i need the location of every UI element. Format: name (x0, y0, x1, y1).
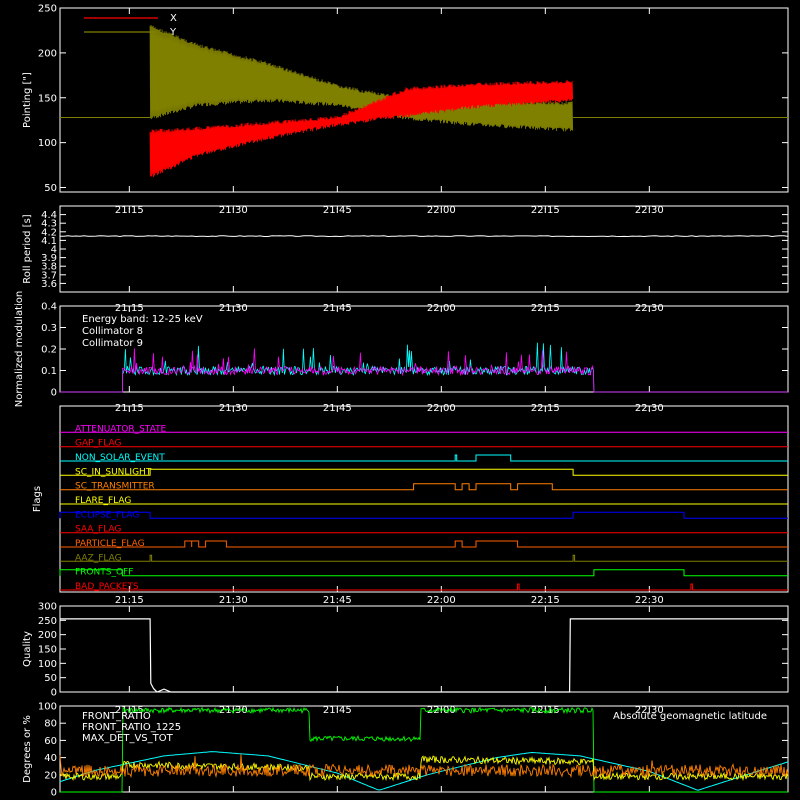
y-tick-label: 4.2 (41, 227, 57, 238)
roll-period-line (59, 235, 789, 238)
y-tick-label: 4.3 (41, 219, 57, 230)
y-tick-label: 4 (51, 245, 57, 256)
flag-label: SC_IN_SUNLIGHT (75, 467, 152, 477)
flag-trace (59, 511, 788, 519)
series-y-pointing (149, 24, 574, 132)
y-tick-label: 150 (38, 645, 57, 656)
flag-label: FLARE_FLAG (75, 496, 131, 506)
y-tick-label: 0.1 (41, 366, 57, 377)
flag-label: AAZ_FLAG (75, 553, 122, 563)
flag-trace (59, 569, 788, 577)
y-tick-label: 0.4 (41, 302, 57, 313)
y-tick-label: 100 (38, 659, 57, 670)
panel-6-frame (59, 705, 789, 793)
modulation-collimator-9-line (60, 348, 788, 393)
y-tick-label: 20 (44, 770, 57, 781)
flag-label: ECLIPSE_FLAG (75, 510, 139, 520)
flag-trace (60, 583, 788, 591)
legend-label: Collimator 8 (82, 326, 143, 337)
x-tick-label: 22:00 (427, 595, 456, 606)
y-tick-label: 3.8 (41, 262, 57, 273)
y-tick-label: 0 (51, 388, 57, 399)
y-axis-label: Normalized modulation (14, 291, 25, 408)
y-tick-label: 50 (44, 183, 57, 194)
y-axis-label: Degrees or % (22, 715, 33, 783)
legend-label: MAX_DET_VS_TOT (82, 733, 174, 744)
y-axis-label: Flags (32, 486, 43, 512)
x-tick-label: 22:30 (635, 595, 664, 606)
y-tick-label: 0.3 (41, 323, 57, 334)
y-tick-label: 3.9 (41, 253, 57, 264)
legend-label: FRONT_RATIO (82, 711, 151, 722)
legend-label: Y (169, 27, 177, 38)
flag-trace (60, 540, 788, 548)
energy-band-annotation: Energy band: 12-25 keV (82, 314, 203, 325)
front-ratio-1225-line (59, 755, 789, 782)
x-tick-label: 22:15 (531, 595, 560, 606)
flag-trace (60, 468, 788, 476)
flag-label: ATTENUATOR_STATE (75, 424, 167, 434)
panel-1-frame (59, 7, 789, 193)
x-tick-label: 21:15 (115, 595, 144, 606)
y-tick-label: 200 (38, 48, 57, 59)
series-y-line (149, 24, 574, 132)
flag-trace (60, 554, 788, 562)
y-tick-label: 50 (44, 673, 57, 684)
y-tick-label: 40 (44, 753, 57, 764)
flag-label: FRONTS_OFF (75, 568, 133, 578)
y-tick-label: 150 (38, 93, 57, 104)
y-tick-label: 0 (51, 688, 57, 699)
y-tick-label: 60 (44, 736, 57, 747)
flag-label: SC_TRANSMITTER (75, 482, 155, 492)
y-axis-label: Roll period [s] (22, 214, 33, 283)
max-det-vs-tot-line (59, 754, 789, 779)
flag-label: PARTICLE_FLAG (75, 539, 145, 549)
y-tick-label: 4.1 (41, 236, 57, 247)
y-tick-label: 3.7 (41, 270, 57, 281)
y-tick-label: 100 (38, 702, 57, 713)
y-tick-label: 300 (38, 602, 57, 613)
y-axis-label: Quality (22, 631, 33, 667)
quality-line (60, 618, 788, 693)
y-tick-label: 3.6 (41, 279, 57, 290)
flag-label: NON_SOLAR_EVENT (75, 453, 165, 463)
y-tick-label: 0 (51, 788, 57, 799)
y-tick-label: 250 (38, 4, 57, 15)
flag-label: GAP_FLAG (75, 439, 121, 449)
legend-label: FRONT_RATIO_1225 (82, 722, 181, 733)
legend-label: Absolute geomagnetic latitude (613, 711, 767, 722)
series-x-line (149, 79, 574, 178)
legend-label: X (170, 13, 177, 24)
panel-4-frame (59, 405, 789, 593)
modulation-collimator-8-line (60, 342, 788, 393)
y-tick-label: 250 (38, 616, 57, 627)
flag-trace (60, 483, 788, 491)
y-tick-label: 100 (38, 138, 57, 149)
series-x-pointing (149, 79, 574, 178)
flag-trace (60, 454, 788, 462)
legend-label: Collimator 9 (82, 338, 143, 349)
front-ratio-line (60, 706, 788, 793)
flag-label: SAA_FLAG (75, 525, 121, 535)
y-tick-label: 0.2 (41, 345, 57, 356)
y-tick-label: 200 (38, 630, 57, 641)
x-tick-label: 21:45 (323, 595, 352, 606)
y-tick-label: 80 (44, 719, 57, 730)
y-tick-label: 4.4 (41, 210, 57, 221)
flag-label: BAD_PACKETS (75, 582, 139, 592)
x-tick-label: 21:30 (219, 595, 248, 606)
y-axis-label: Pointing ["] (22, 72, 33, 128)
